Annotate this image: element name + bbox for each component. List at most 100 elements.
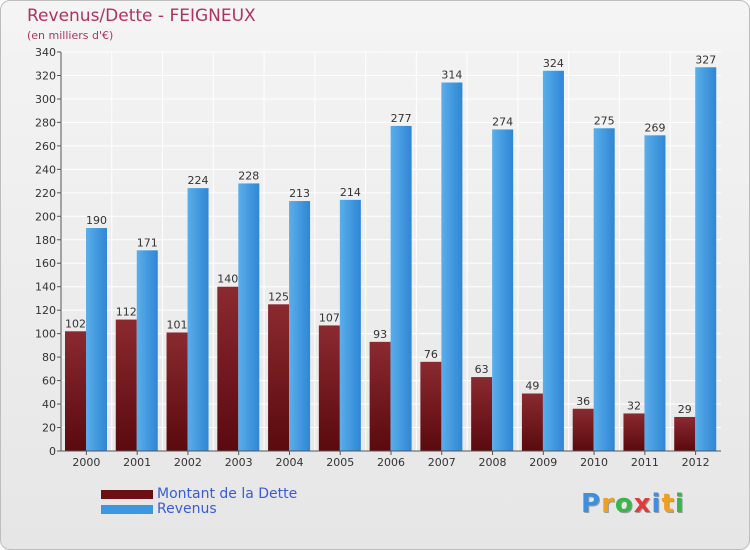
bar-revenus — [390, 125, 412, 452]
logo-letter: t — [661, 489, 675, 519]
y-tick-label: 300 — [35, 93, 56, 106]
logo-letter: P — [581, 489, 602, 519]
bar-dette — [420, 361, 442, 451]
logo-letter: x — [633, 489, 652, 519]
y-tick-label: 320 — [35, 69, 56, 82]
y-tick-label: 80 — [42, 351, 56, 364]
bar-dette — [166, 332, 188, 451]
proxiti-logo: Proxiti — [581, 489, 685, 519]
y-tick-label: 20 — [42, 422, 56, 435]
bar-revenus — [695, 67, 717, 451]
bar-dette — [217, 286, 239, 451]
chart-subtitle: (en milliers d'€) — [27, 29, 114, 42]
bar-dette — [521, 393, 543, 451]
data-label-revenus: 274 — [492, 115, 513, 128]
x-tick-label: 2007 — [428, 456, 456, 469]
x-tick-label: 2012 — [682, 456, 710, 469]
data-label-revenus: 314 — [441, 69, 462, 82]
logo-letter: i — [651, 489, 662, 519]
y-tick-label: 180 — [35, 234, 56, 247]
y-tick-label: 160 — [35, 257, 56, 270]
bar-revenus — [339, 199, 361, 451]
bar-dette — [115, 319, 137, 451]
y-tick-label: 40 — [42, 398, 56, 411]
x-tick-label: 2000 — [72, 456, 100, 469]
bar-dette — [318, 325, 340, 451]
data-label-revenus: 275 — [594, 114, 615, 127]
data-label-revenus: 327 — [695, 53, 716, 66]
y-tick-label: 260 — [35, 140, 56, 153]
x-tick-label: 2006 — [377, 456, 405, 469]
y-tick-label: 60 — [42, 375, 56, 388]
data-label-dette: 49 — [525, 379, 539, 392]
y-tick-label: 240 — [35, 163, 56, 176]
bar-revenus — [441, 82, 463, 451]
y-tick-label: 0 — [49, 445, 56, 458]
bar-revenus — [187, 188, 209, 452]
bar-revenus — [238, 183, 260, 451]
bar-revenus — [542, 70, 564, 451]
chart-title: Revenus/Dette - FEIGNEUX — [27, 6, 256, 26]
data-label-dette: 63 — [475, 363, 489, 376]
bar-revenus — [289, 201, 311, 451]
data-label-revenus: 324 — [543, 57, 564, 70]
data-label-revenus: 190 — [86, 214, 107, 227]
logo-letter: r — [601, 489, 615, 519]
data-label-revenus: 171 — [137, 236, 158, 249]
x-tick-label: 2010 — [580, 456, 608, 469]
legend-item-dette: Montant de la Dette — [101, 486, 361, 503]
x-tick-label: 2001 — [123, 456, 151, 469]
y-tick-label: 280 — [35, 116, 56, 129]
x-tick-label: 2011 — [631, 456, 659, 469]
logo-letter: o — [614, 489, 634, 519]
data-label-dette: 101 — [167, 318, 188, 331]
data-label-revenus: 224 — [188, 174, 209, 187]
bar-dette — [471, 377, 493, 451]
data-label-dette: 112 — [116, 306, 137, 319]
x-tick-label: 2003 — [225, 456, 253, 469]
legend-swatch-revenus — [101, 505, 153, 514]
data-label-dette: 29 — [678, 403, 692, 416]
legend-swatch-dette — [101, 490, 153, 499]
x-tick-label: 2009 — [529, 456, 557, 469]
data-label-dette: 140 — [217, 273, 238, 286]
bar-dette — [369, 341, 391, 451]
y-tick-label: 200 — [35, 210, 56, 223]
y-tick-label: 120 — [35, 304, 56, 317]
legend-label-dette: Montant de la Dette — [157, 486, 298, 502]
bar-dette — [623, 413, 645, 451]
data-label-revenus: 214 — [340, 186, 361, 199]
bar-revenus — [86, 228, 107, 451]
x-tick-label: 2002 — [174, 456, 202, 469]
bar-revenus — [492, 129, 514, 451]
data-label-dette: 93 — [373, 328, 387, 341]
data-label-revenus: 228 — [238, 169, 259, 182]
bar-revenus — [593, 128, 615, 451]
data-label-dette: 125 — [268, 290, 289, 303]
y-tick-label: 140 — [35, 281, 56, 294]
data-label-dette: 102 — [65, 317, 86, 330]
data-label-dette: 32 — [627, 399, 641, 412]
y-tick-label: 340 — [35, 46, 56, 59]
legend-item-revenus: Revenus — [101, 501, 361, 518]
data-label-dette: 76 — [424, 348, 438, 361]
x-tick-label: 2008 — [479, 456, 507, 469]
logo-letter: i — [674, 489, 685, 519]
data-label-revenus: 269 — [644, 121, 665, 134]
data-label-revenus: 277 — [391, 112, 412, 125]
x-tick-label: 2004 — [275, 456, 303, 469]
y-tick-label: 220 — [35, 187, 56, 200]
bar-revenus — [644, 135, 666, 451]
data-label-revenus: 213 — [289, 187, 310, 200]
bar-dette — [674, 416, 696, 451]
bar-dette — [65, 331, 86, 451]
legend-label-revenus: Revenus — [157, 501, 217, 517]
bar-dette — [572, 408, 594, 451]
y-tick-label: 100 — [35, 328, 56, 341]
bar-dette — [268, 304, 290, 451]
x-tick-label: 2005 — [326, 456, 354, 469]
data-label-dette: 36 — [576, 395, 590, 408]
data-label-dette: 107 — [319, 311, 340, 324]
